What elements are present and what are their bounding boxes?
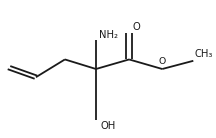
Text: OH: OH (100, 121, 115, 131)
Text: CH₃: CH₃ (194, 49, 213, 59)
Text: O: O (159, 57, 166, 66)
Text: O: O (132, 22, 140, 32)
Text: NH₂: NH₂ (99, 30, 118, 40)
